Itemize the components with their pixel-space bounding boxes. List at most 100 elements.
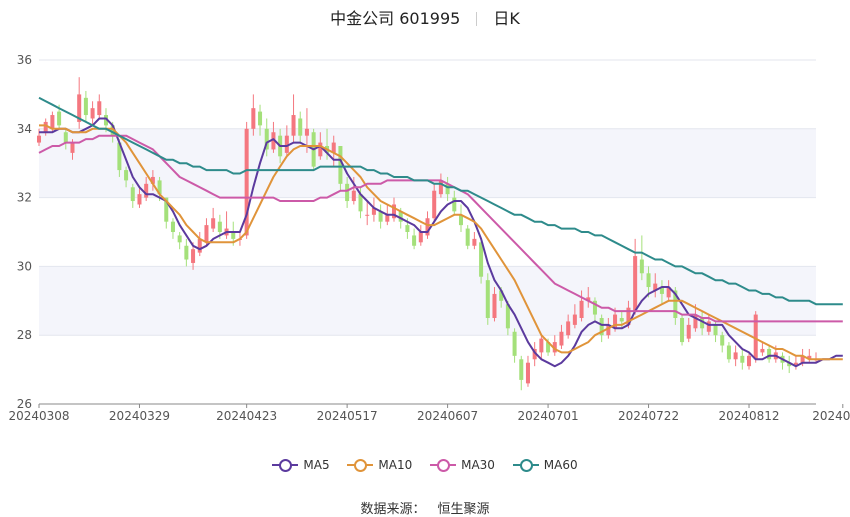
- x-tick-label: 20240722: [618, 409, 679, 423]
- x-tick-label: 20240308: [8, 409, 69, 423]
- candle-body: [753, 314, 758, 360]
- x-tick-label: 20240701: [518, 409, 579, 423]
- candle-body: [124, 170, 129, 181]
- candle-body: [680, 318, 685, 343]
- legend-ma5-marker: [272, 459, 299, 472]
- candle-body: [613, 314, 618, 329]
- candle-body: [452, 197, 457, 212]
- y-tick-label: 26: [17, 397, 32, 411]
- x-tick-label: 20240830: [812, 409, 850, 423]
- candle-body: [137, 194, 142, 205]
- candle-body: [572, 314, 577, 325]
- candle-body: [532, 348, 537, 360]
- y-axis: 26 28 30 32 34 36: [17, 53, 32, 411]
- stock-name-code: 中金公司 601995: [330, 9, 461, 28]
- legend-ma60-label: MA60: [543, 458, 578, 472]
- candle-body: [505, 304, 510, 329]
- candle-body: [646, 273, 651, 288]
- candle-body: [525, 362, 530, 384]
- candle-body: [546, 342, 551, 353]
- x-axis: 20240308 20240329 20240423 20240517 20240607…: [8, 403, 850, 423]
- legend-ma30-label: MA30: [461, 458, 495, 472]
- candle-body: [438, 180, 443, 195]
- candle-body: [298, 118, 303, 136]
- candle-body: [559, 331, 564, 346]
- candle-body: [539, 338, 544, 353]
- y-tick-label: 32: [17, 191, 32, 205]
- candle-body: [164, 197, 169, 222]
- legend-item-ma60[interactable]: MA60: [512, 458, 578, 472]
- legend-ma10-marker: [347, 459, 374, 472]
- candle-body: [211, 218, 216, 229]
- candle-body: [499, 290, 504, 301]
- line-ma30: [38, 134, 843, 323]
- candle-body: [103, 115, 108, 126]
- candle-body: [472, 238, 477, 246]
- chart-title: 中金公司 601995 日K: [0, 5, 850, 29]
- candle-body: [405, 225, 410, 232]
- period-label[interactable]: 日K: [493, 9, 520, 28]
- candle-body: [479, 242, 484, 277]
- candle-body: [391, 204, 397, 219]
- x-tick-label: 20240423: [216, 409, 277, 423]
- candle-body: [191, 249, 196, 263]
- candle-body: [626, 307, 631, 325]
- candle-body: [258, 111, 263, 126]
- x-tick-label: 20240517: [317, 409, 378, 423]
- candle-body: [566, 321, 571, 336]
- candlesticks: [36, 77, 819, 391]
- candle-body: [331, 142, 336, 153]
- x-tick-label: 20240607: [417, 409, 478, 423]
- candle-body: [586, 297, 591, 301]
- legend-ma10-label: MA10: [378, 458, 413, 472]
- candle-body: [800, 355, 805, 363]
- candle-body: [653, 283, 658, 291]
- candle-body: [264, 128, 269, 150]
- candle-body: [251, 108, 256, 129]
- candle-body: [371, 207, 376, 215]
- y-tick-label: 36: [17, 53, 32, 67]
- candle-body: [713, 324, 718, 336]
- data-source-label: 数据来源：: [360, 502, 426, 517]
- candle-body: [720, 335, 725, 346]
- candle-body: [432, 190, 437, 219]
- legend-item-ma10[interactable]: MA10: [347, 458, 412, 472]
- candle-body: [445, 183, 450, 195]
- legend-ma5-label: MA5: [303, 458, 330, 472]
- candle-body: [793, 362, 798, 367]
- candle-body: [318, 142, 323, 157]
- legend-item-ma30[interactable]: MA30: [430, 458, 495, 472]
- candle-body: [231, 232, 236, 239]
- candle-body: [50, 115, 55, 129]
- candle-body: [271, 132, 276, 150]
- candle-body: [807, 355, 812, 360]
- candle-body: [130, 187, 135, 202]
- candle-body: [304, 128, 309, 136]
- candle-body: [606, 324, 611, 336]
- candle-body: [633, 256, 638, 312]
- candle-body: [726, 345, 731, 360]
- candle-body: [83, 97, 88, 116]
- line-ma5: [39, 117, 843, 368]
- candle-body: [197, 238, 202, 253]
- line-ma60: [38, 96, 843, 306]
- candle-body: [204, 225, 209, 243]
- legend-item-ma5[interactable]: MA5: [272, 458, 330, 472]
- data-source: 数据来源： 恒生聚源: [0, 498, 850, 517]
- background-bands: [39, 128, 816, 336]
- candle-body: [706, 321, 711, 332]
- candle-body: [519, 359, 524, 380]
- candle-body: [345, 183, 350, 202]
- candle-body: [43, 121, 48, 133]
- candle-body: [291, 115, 296, 136]
- candle-body: [90, 108, 95, 119]
- candle-body: [686, 324, 691, 339]
- candle-body: [592, 300, 597, 315]
- candle-body: [485, 280, 490, 318]
- candle-body: [378, 211, 383, 222]
- data-source-provider: 恒生聚源: [437, 502, 490, 517]
- candle-body: [150, 176, 155, 184]
- candle-body: [787, 362, 792, 367]
- candle-body: [117, 142, 122, 171]
